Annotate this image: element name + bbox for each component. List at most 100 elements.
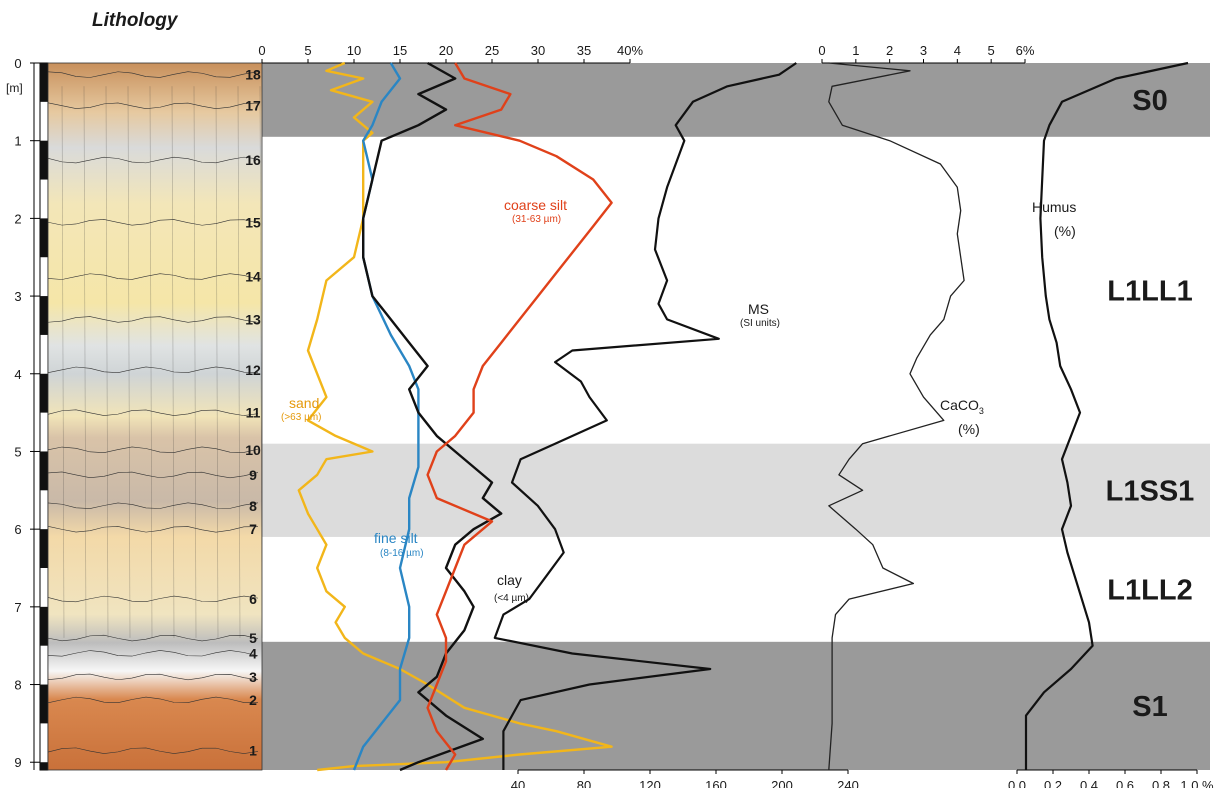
grain-axis-tick-label: 10 [347,43,361,58]
clay-label: clay [497,572,522,588]
layer-number: 16 [245,152,261,168]
depth-scale-block [40,63,48,102]
coarse-silt-label: coarse silt [504,197,567,213]
grain-axis-tick-label: 20 [439,43,453,58]
layer-number: 14 [245,269,261,285]
humus-percent: (%) [1054,223,1076,239]
depth-scale-block [40,140,48,180]
layer-number: 7 [249,521,257,537]
caco3-axis: 0 1 2 3 4 5 6% [818,43,1035,64]
layer-number: 4 [249,645,257,661]
depth-scale-block [40,606,48,646]
lithology-crack [127,86,131,638]
clay-curve [362,61,503,772]
lithology-boundary [47,156,259,164]
layer-number: 1 [249,743,257,759]
layer-number: 17 [245,98,261,114]
lithology-crack [149,86,153,638]
unit-labels: S0 L1LL1 L1SS1 L1LL2 S1 [1106,85,1195,723]
caco3-axis-tick-label: 3 [920,43,927,58]
depth-unit: [m] [6,81,23,95]
lithology-boundary [47,595,259,603]
lithology-boundary [47,366,259,374]
sand-label: sand [289,395,319,411]
unit-label-l1ll2: L1LL2 [1107,574,1192,606]
lithology-boundary [47,526,259,533]
layer-number: 3 [249,669,257,685]
lithology-boundary [47,502,259,509]
ms-axis-tick-label: 80 [577,778,591,788]
layer-number: 5 [249,630,257,646]
depth-tick-label: 4 [14,367,21,382]
lithology-boundary [47,747,259,754]
humus-axis: 0,0 0,2 0,4 0,6 0,8 1,0 % [1008,769,1214,788]
depth-scale-block [40,373,48,413]
unit-bands [262,63,1210,770]
humus-axis-tick-label: 0,2 [1044,778,1062,788]
lithology-crack [171,86,175,638]
caco3-axis-tick-label: 2 [886,43,893,58]
lithology-boundary [47,471,259,479]
unit-band-l1ss1 [262,443,1210,537]
unit-label-s0: S0 [1132,85,1167,117]
lithology-boundary [47,273,259,280]
caco3-axis-tick-label: 4 [954,43,961,58]
lithology-crack [193,86,197,638]
fine-silt-label: fine silt [374,530,418,546]
unit-label-l1ll1: L1LL1 [1107,275,1192,307]
lithology-crack [215,86,219,638]
lithology-boundary [47,446,259,453]
humus-label: Humus [1032,199,1076,215]
lithology-crack [259,86,263,638]
clay-range: (<4 µm) [494,593,529,604]
coarse-silt-range: (31-63 µm) [512,214,561,225]
lithology-boundary [47,696,259,704]
grain-axis-tick-label: 15 [393,43,407,58]
lithology-boundary [47,102,259,110]
lithology-crack [237,86,241,638]
depth-scale-block [40,529,48,568]
lithology-profile [47,62,263,771]
layer-number: 15 [245,214,261,230]
depth-tick-label: 2 [14,211,21,226]
humus-axis-tick-label: 0,4 [1080,778,1098,788]
layer-number: 11 [246,405,261,421]
depth-tick-label: 1 [14,134,21,149]
layer-number: 2 [249,692,257,708]
depth-tick-label: 0 [14,56,21,71]
sand-curve [297,61,613,772]
caco3-axis-tick-label: 1 [852,43,859,58]
layer-number: 12 [245,362,261,378]
humus-axis-tick-label: 1,0 % [1180,778,1214,788]
humus-curve [1024,61,1189,770]
lithology-crack [61,86,65,638]
grain-axis-tick-label: 30 [531,43,545,58]
ms-axis-tick-label: 120 [639,778,661,788]
layer-numbers: 18 17 16 15 14 13 12 11 10 9 8 7 6 54 3 2 1 [245,67,261,759]
depth-scale-block [40,296,48,335]
grain-axis-tick-label: 35 [577,43,591,58]
unit-band-s1 [262,641,1210,770]
ms-axis-tick-label: 40 [511,778,525,788]
layer-number: 13 [245,311,261,327]
sand-range: (>63 µm) [281,412,322,423]
caco3-axis-tick-label: 6% [1016,43,1035,58]
depth-scale-block [40,684,48,724]
chart-title: Lithology [92,10,179,31]
layer-number: 8 [249,498,257,514]
lithology-boundary [47,650,259,657]
layer-number: 10 [245,442,261,458]
depth-scale-block [40,762,48,770]
humus-axis-tick-label: 0,8 [1152,778,1170,788]
lithology-boundary [47,409,259,416]
depth-tick-label: 9 [14,755,21,770]
ms-units: (SI units) [740,318,780,329]
layer-number: 9 [249,467,257,483]
caco3-axis-tick-label: 5 [988,43,995,58]
layer-number: 6 [249,591,257,607]
ms-curve [493,62,797,770]
caco3-axis-tick-label: 0 [818,43,825,58]
grain-axis-tick-label: 0 [258,43,265,58]
depth-tick-label: 6 [14,522,21,537]
fine-silt-range: (8-16 µm) [380,548,424,559]
